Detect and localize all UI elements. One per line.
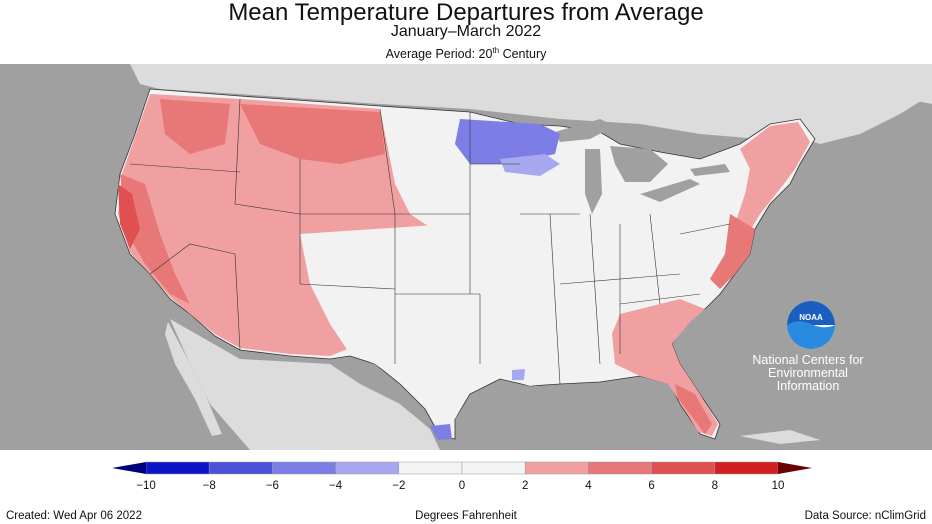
warm-region-coast-deep (118, 184, 140, 249)
legend-tick-label: 10 (771, 480, 785, 492)
legend-tick-label: 0 (458, 480, 466, 492)
legend-tick-label: −2 (392, 480, 406, 492)
legend-tick-label: −10 (136, 480, 156, 492)
warm-region-northwest-deep (160, 99, 230, 154)
legend-swatch (335, 461, 400, 475)
unit-label: Degrees Fahrenheit (415, 510, 517, 522)
map-subtitle: January–March 2022 (390, 23, 542, 40)
cold-region-wisconsin (500, 154, 560, 176)
cold-region-louisiana (512, 369, 525, 380)
canada-landmass-west (130, 64, 800, 139)
mexico-landmass (170, 319, 440, 450)
legend-colorbar (112, 461, 812, 475)
legend-tick-label: −6 (265, 480, 279, 492)
cold-region-minnesota (455, 119, 560, 164)
created-date: Created: Wed Apr 06 2022 (6, 510, 142, 522)
legend-swatch (208, 461, 273, 475)
cold-region-texas-south (430, 424, 452, 440)
legend-tick-label: 6 (648, 480, 655, 492)
legend-swatch (272, 461, 336, 475)
lake-superior (555, 119, 615, 142)
legend-tick-label: 2 (521, 480, 529, 492)
legend-swatch (461, 461, 526, 475)
cuba (740, 430, 820, 444)
legend-arrow-low (112, 462, 146, 474)
map-svg (0, 64, 932, 450)
legend-swatch (651, 461, 716, 475)
noaa-logo: NOAA (787, 301, 835, 349)
legend-swatch (588, 461, 652, 475)
state-boundaries (129, 98, 731, 385)
legend-swatch (714, 461, 779, 475)
legend-swatch (145, 461, 210, 475)
temperature-map (0, 64, 932, 450)
lake-huron (610, 146, 668, 182)
legend-swatch (524, 461, 589, 475)
legend-tick-label: 8 (711, 480, 718, 492)
average-period: Average Period: 20th Century (385, 46, 547, 62)
legend-tick-label: −4 (329, 480, 343, 492)
warm-region-california (120, 174, 190, 304)
neutral-interior (300, 214, 600, 419)
legend-swatch (398, 461, 463, 475)
noaa-logo-text: NOAA (799, 313, 823, 322)
legend-tick-label: −8 (202, 480, 216, 492)
warm-region-florida-deep (675, 384, 712, 434)
warm-region-northeast (735, 122, 810, 239)
legend-tick-label: 4 (585, 480, 592, 492)
warm-region-mid-atlantic (710, 214, 755, 289)
map-title: Mean Temperature Departures from Average (228, 0, 704, 26)
lake-erie (640, 179, 700, 202)
legend-arrow-high (778, 462, 812, 474)
lake-ontario (690, 164, 730, 176)
baja-peninsula (165, 322, 222, 436)
lake-michigan (585, 149, 602, 214)
warm-region-northern-plains (240, 104, 385, 164)
data-source: Data Source: nClimGrid (804, 510, 926, 522)
ncei-label: National Centers for Environmental Infor… (752, 353, 864, 393)
